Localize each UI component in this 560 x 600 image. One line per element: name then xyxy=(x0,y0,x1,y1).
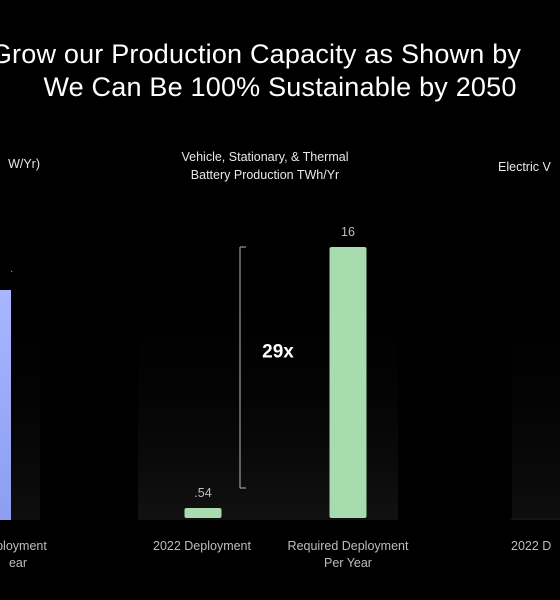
right-panel-bg xyxy=(512,270,560,520)
page-title: Grow our Production Capacity as Shown by… xyxy=(0,38,560,104)
x-tick-label-0: 2022 Deployment xyxy=(138,538,266,555)
chart-title: Vehicle, Stationary, & Thermal Battery P… xyxy=(140,148,390,184)
chart-title-line-1: Vehicle, Stationary, & Thermal xyxy=(181,150,349,164)
left-panel-xlabel-line-2: ear xyxy=(8,556,28,570)
x-tick-label-1: Required Deployment Per Year xyxy=(270,538,426,572)
right-panel-xlabel: 2022 D xyxy=(511,539,552,553)
chart-title-line-2: Battery Production TWh/Yr xyxy=(190,168,340,182)
right-panel-subtitle: Electric V xyxy=(498,160,551,174)
x-tick-label-1-line-1: Required Deployment xyxy=(287,539,409,553)
left-panel-bar-label-fragment: . xyxy=(10,261,13,275)
title-line-2: We Can Be 100% Sustainable by 2050 xyxy=(43,72,517,102)
left-panel-bar xyxy=(0,290,11,520)
left-panel-xlabel-line-1: eployment xyxy=(0,539,47,553)
bar-value-label-0: .54 xyxy=(194,486,211,500)
bar-0 xyxy=(184,508,222,518)
x-tick-label-0-line-1: 2022 Deployment xyxy=(153,539,251,553)
left-panel-xlabel: eployment ear xyxy=(0,538,66,572)
multiplier-annotation: 29x xyxy=(262,342,294,363)
bar-value-label-1: 16 xyxy=(341,225,355,239)
title-line-1: Grow our Production Capacity as Shown by xyxy=(0,39,522,69)
x-tick-label-1-line-2: Per Year xyxy=(324,556,372,570)
left-panel-subtitle: W/Yr) xyxy=(8,157,40,171)
bar-1 xyxy=(329,247,367,518)
